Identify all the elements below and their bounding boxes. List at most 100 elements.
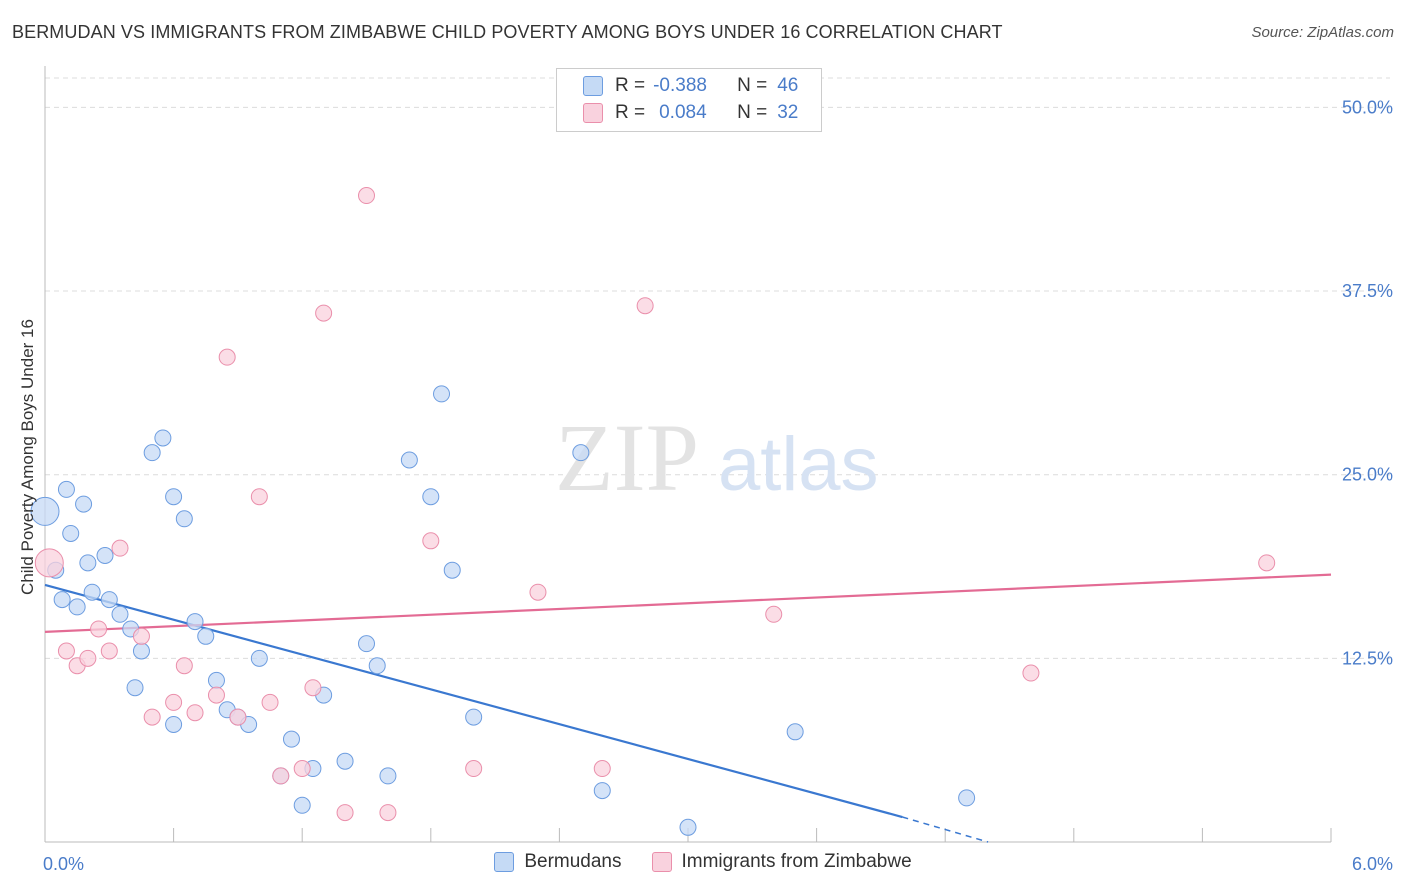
legend-n-label: N = (737, 75, 768, 96)
bermudan-point (165, 488, 183, 506)
zimbabwe-point (358, 187, 375, 205)
bermudan-point (282, 730, 300, 748)
zimbabwe-point (336, 804, 354, 822)
zimbabwe-point (111, 539, 129, 557)
zimbabwe-point (57, 642, 75, 660)
chart-title: BERMUDAN VS IMMIGRANTS FROM ZIMBABWE CHI… (12, 22, 1003, 42)
bottom-legend-swatch-pink (651, 852, 672, 872)
bermudan-point (143, 444, 161, 462)
trend-lines (44, 573, 1332, 843)
zimbabwe-trend-line (44, 573, 1332, 633)
zimbabwe-point (293, 760, 311, 778)
bermudan-point (465, 708, 483, 726)
bermudan-point (786, 723, 804, 741)
bermudan-point (958, 789, 976, 807)
zimbabwe-point (261, 693, 279, 711)
axes (44, 66, 1332, 843)
legend-r-label: R = (615, 75, 646, 96)
zimbabwe-point (1022, 664, 1040, 682)
tick-labels: 12.5% 25.0% 37.5% 50.0% 0.0% 6.0% (43, 97, 1393, 874)
bermudan-point (57, 480, 75, 498)
bermudan-point (165, 715, 183, 733)
bottom-legend-label: Immigrants from Zimbabwe (681, 851, 912, 872)
y-tick-label: 25.0% (1342, 465, 1393, 485)
bermudan-point (433, 385, 451, 403)
bermudan-point (422, 488, 440, 506)
zimbabwe-point (1258, 554, 1276, 572)
bermudan-point (593, 782, 611, 800)
zimbabwe-point (229, 708, 247, 726)
zimbabwe-point (186, 704, 204, 722)
bermudan-point (186, 613, 204, 631)
y-tick-label: 50.0% (1342, 97, 1393, 117)
zimbabwe-point (165, 693, 183, 711)
zimbabwe-point (143, 708, 161, 726)
bermudan-point (379, 767, 397, 785)
legend-r-label: R = (615, 102, 646, 123)
x-tick-label-min: 0.0% (43, 854, 84, 874)
bermudan-point (126, 679, 144, 697)
zimbabwe-point (465, 760, 483, 778)
bermudan-point (175, 510, 193, 528)
watermark-atlas: atlas (718, 422, 879, 507)
bermudan-point (79, 554, 97, 572)
bermudan-point (207, 671, 225, 689)
bottom-legend-zimbabwe: Immigrants from Zimbabwe (651, 851, 912, 873)
zimbabwe-point (218, 348, 236, 366)
zimbabwe-point (250, 488, 268, 506)
zimbabwe-point (379, 804, 397, 822)
legend-n-value: 46 (777, 75, 799, 96)
bermudan-point (53, 591, 71, 609)
bermudan-point (62, 524, 80, 542)
bermudan-point (400, 451, 418, 469)
bermudan-point (132, 642, 150, 660)
bottom-legend: Bermudans Immigrants from Zimbabwe (0, 851, 1406, 873)
legend-row-zimbabwe: R = 0.084 N = 32 (557, 100, 798, 126)
zimbabwe-point (132, 627, 150, 645)
zimbabwe-point (34, 548, 64, 578)
legend-n-label: N = (737, 102, 768, 123)
zimbabwe-point (529, 583, 547, 601)
bermudan-point (83, 583, 101, 601)
zimbabwe-point (90, 620, 108, 638)
bermudan-point (68, 598, 86, 616)
zimbabwe-point (315, 304, 333, 322)
bermudan-point (30, 496, 60, 526)
zimbabwe-point (100, 642, 118, 660)
legend-r-value: -0.388 (653, 75, 707, 96)
bermudan-point (250, 649, 268, 667)
bermudan-point (368, 657, 386, 675)
zimbabwe-point (207, 686, 225, 704)
bermudan-point (197, 627, 215, 645)
data-points (30, 187, 1276, 836)
zimbabwe-point (79, 649, 97, 667)
legend-swatch-pink (583, 103, 603, 123)
source-label: Source: ZipAtlas.com (1251, 24, 1394, 41)
bermudan-point (572, 444, 590, 462)
bottom-legend-bermudans: Bermudans (494, 851, 622, 873)
bermudan-point (336, 752, 354, 770)
bottom-legend-label: Bermudans (524, 851, 622, 872)
bermudan-point (443, 561, 461, 579)
x-tick-label-max: 6.0% (1352, 854, 1393, 874)
bermudan-point (111, 605, 129, 623)
bermudan-point (358, 635, 375, 653)
bermudan-trend-extension (902, 816, 989, 843)
legend-r-value: 0.084 (659, 102, 707, 123)
bermudan-point (96, 547, 114, 564)
y-tick-label: 12.5% (1342, 648, 1393, 668)
zimbabwe-point (175, 657, 193, 675)
bermudan-point (75, 495, 93, 513)
zimbabwe-point (272, 767, 290, 785)
y-tick-label: 37.5% (1342, 281, 1393, 301)
legend: R = -0.388 N = 46 R = 0.084 N = 32 (556, 68, 822, 132)
y-axis-label: Child Poverty Among Boys Under 16 (18, 319, 37, 595)
grid-lines (45, 77, 1390, 659)
legend-row-bermudans: R = -0.388 N = 46 (557, 73, 798, 99)
bermudan-point (100, 591, 118, 609)
bermudan-point (293, 796, 311, 814)
legend-swatch-blue (583, 76, 603, 96)
zimbabwe-point (636, 297, 654, 315)
zimbabwe-point (765, 605, 783, 623)
